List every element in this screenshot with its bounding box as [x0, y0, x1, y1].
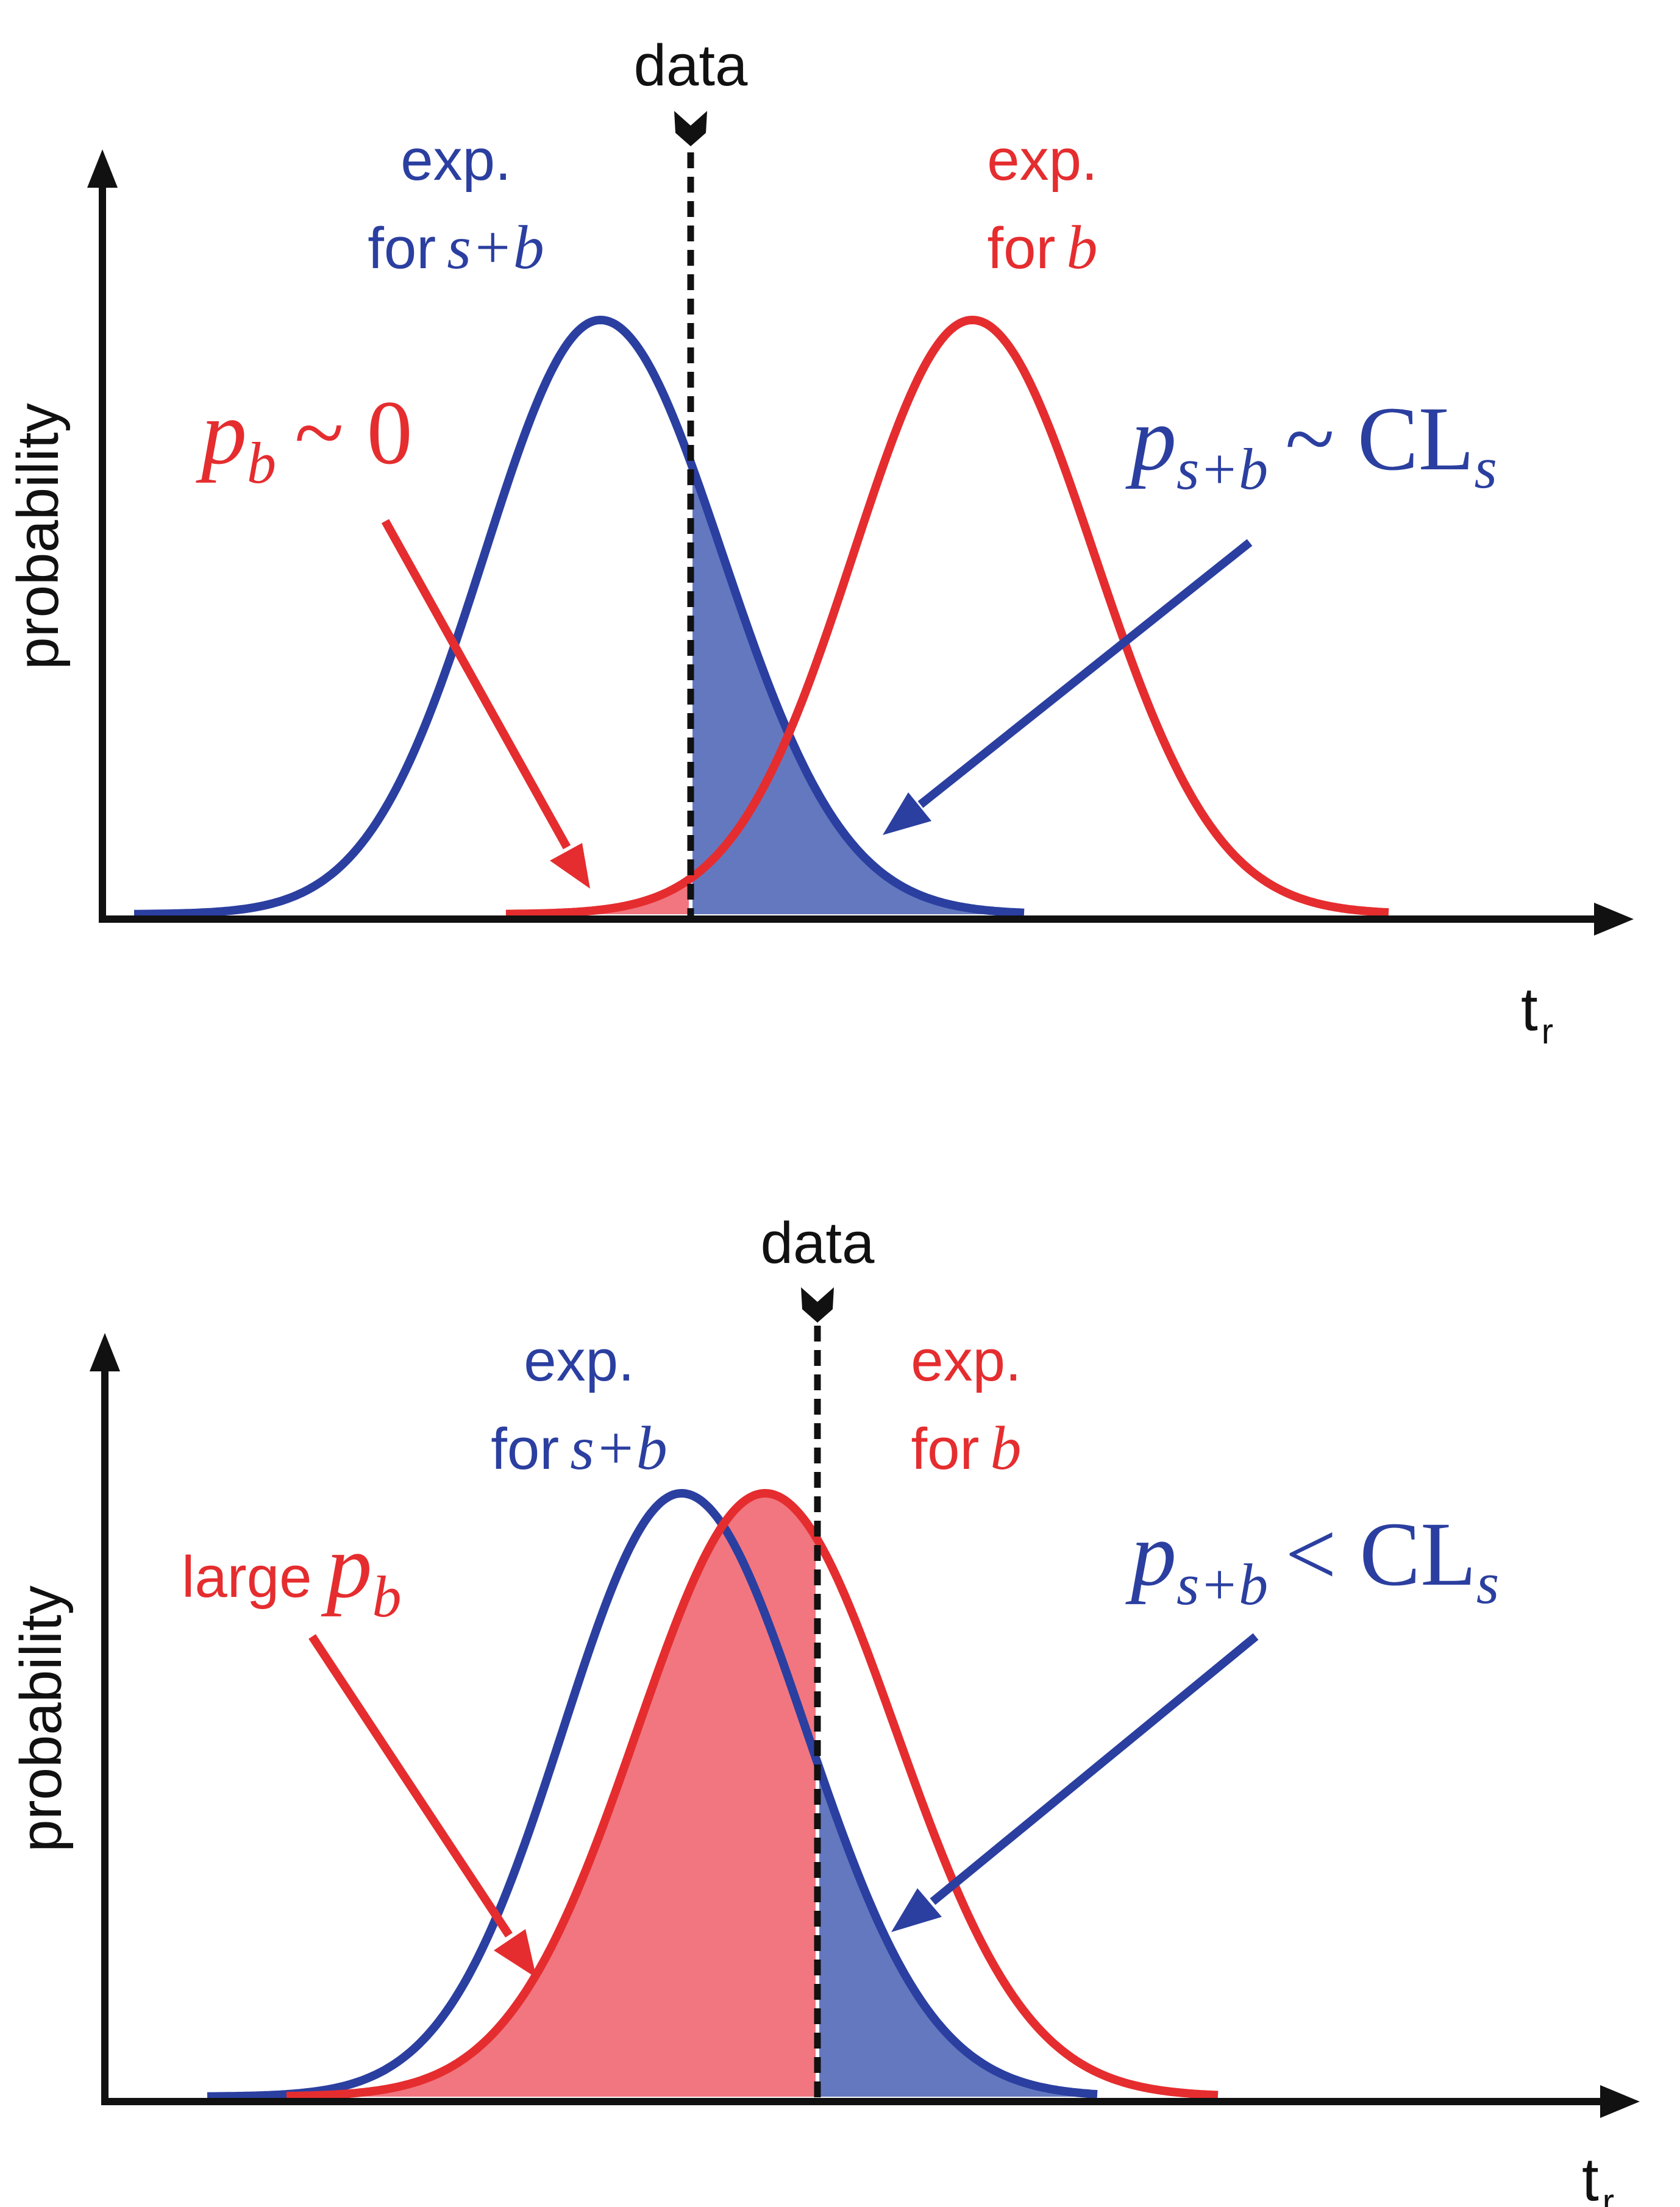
blue-arrow-icon — [883, 539, 1253, 835]
blue-label-line1: exp. — [400, 127, 511, 193]
red-annotation: pb ~ 0 — [196, 382, 413, 496]
x-axis-arrow-icon — [1594, 903, 1634, 936]
y-axis-label: probability — [9, 1585, 74, 1852]
red-distribution-curve — [504, 316, 1390, 919]
data-chevron-down-icon — [674, 111, 707, 146]
x-axis-arrow-icon — [1600, 2085, 1640, 2118]
blue-annotation: ps+b < CLs — [1125, 1504, 1499, 1617]
blue-label-line1: exp. — [524, 1328, 634, 1393]
red-arrow-icon — [308, 1634, 536, 1978]
data-chevron-down-icon — [801, 1287, 834, 1323]
blue-tail-fill — [692, 467, 1024, 914]
red-curve-label: exp. for b — [911, 1328, 1021, 1483]
blue-label-line2: for s+b — [491, 1414, 667, 1483]
blue-annotation: ps+b ~ CLs — [1125, 388, 1497, 502]
blue-curve-label: exp. for s+b — [368, 127, 544, 282]
blue-arrow-icon — [891, 1633, 1259, 1932]
y-axis-arrow-icon — [87, 149, 118, 188]
y-axis-label: probability — [5, 403, 71, 670]
blue-distribution-curve — [205, 1489, 1099, 2101]
blue-distribution-curve — [132, 316, 1026, 919]
data-label: data — [761, 1210, 875, 1276]
blue-label-line2: for s+b — [368, 213, 544, 282]
red-distribution-curve — [285, 1489, 1220, 2101]
data-label: data — [634, 33, 748, 98]
red-label-line2: for b — [911, 1414, 1021, 1483]
red-area-fill — [287, 1493, 816, 2097]
red-label-line2: for b — [987, 213, 1097, 282]
axes — [87, 149, 1634, 936]
axes — [90, 1333, 1640, 2118]
red-arrow-icon — [381, 519, 590, 889]
blue-curve-label: exp. for s+b — [491, 1328, 667, 1483]
red-label-line1: exp. — [987, 127, 1097, 193]
red-annotation: large pb — [182, 1516, 401, 1629]
y-axis-arrow-icon — [90, 1333, 120, 1371]
red-curve-label: exp. for b — [987, 127, 1097, 282]
blue-tail-fill — [819, 1768, 1097, 2097]
red-label-line1: exp. — [911, 1328, 1021, 1393]
